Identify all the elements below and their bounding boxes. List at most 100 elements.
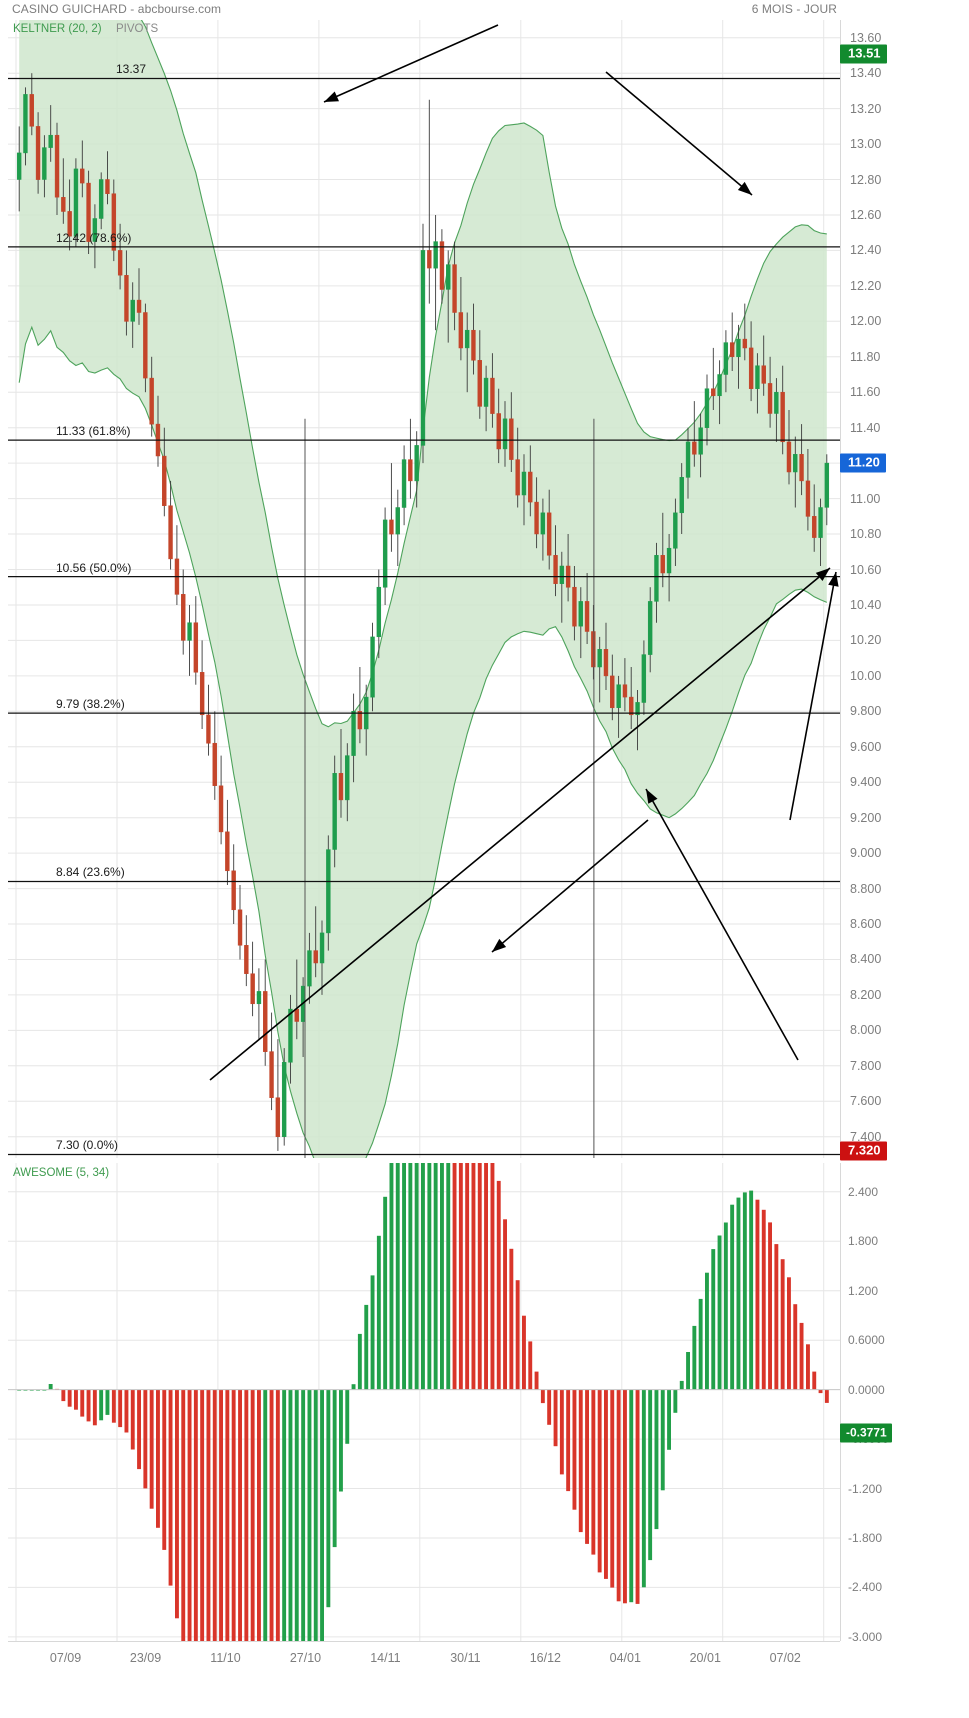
candle [408, 459, 413, 482]
candle [376, 586, 382, 638]
candle [345, 755, 350, 801]
ao-bar [111, 1389, 116, 1423]
ao-tick-label: 0.0000 [848, 1382, 885, 1397]
awesome-indicator-label[interactable]: AWESOME (5, 34) [13, 1167, 110, 1179]
price-chart-panel[interactable]: KELTNER (20, 2) PIVOTS 13.37 12.42 (78.6%… [8, 20, 840, 1158]
ao-bar [130, 1389, 135, 1450]
ao-bar [465, 1163, 470, 1390]
candle [256, 991, 262, 1005]
candle [181, 594, 186, 641]
candle [616, 684, 621, 708]
ao-bar [376, 1235, 381, 1390]
candle [35, 126, 41, 180]
price-tick-label: 9.400 [850, 775, 882, 790]
candle [149, 377, 154, 425]
pivots-indicator-label[interactable]: PIVOTS [116, 23, 159, 35]
candle [29, 94, 34, 127]
candle [92, 218, 98, 242]
candle [124, 275, 129, 322]
ao-bar [440, 1163, 444, 1390]
price-plot-area[interactable] [8, 20, 840, 1158]
current-price-badge: 11.20 [840, 453, 886, 473]
candle [61, 197, 66, 212]
candle [326, 849, 331, 934]
ao-bar [408, 1163, 413, 1390]
candle [509, 418, 514, 460]
price-tick-label: 10.00 [850, 668, 882, 683]
candle [382, 519, 388, 588]
candle [755, 365, 760, 389]
ao-plot-area[interactable] [8, 1163, 840, 1641]
date-tick-label: 30/11 [450, 1651, 481, 1665]
ao-bar [768, 1222, 772, 1390]
ao-bar [433, 1163, 438, 1390]
price-tick-label: 9.600 [850, 739, 882, 754]
candle [553, 555, 558, 584]
price-tick-label: 11.80 [850, 349, 881, 364]
ao-bar [231, 1389, 236, 1641]
price-tick-label: 11.60 [850, 385, 881, 400]
ao-bar [515, 1280, 520, 1390]
candle [528, 471, 533, 503]
ao-axis[interactable]: 2.4001.8001.2000.60000.0000-0.6000-1.200… [840, 1163, 969, 1644]
candle [275, 1097, 281, 1137]
candle [313, 950, 318, 964]
ao-bar [793, 1304, 798, 1390]
candle [401, 459, 407, 508]
candle [742, 338, 748, 349]
ao-bar [288, 1389, 293, 1641]
arrow-pullback [491, 819, 649, 953]
ao-bar [667, 1389, 671, 1450]
candle [597, 649, 602, 668]
date-tick-label: 07/02 [769, 1651, 801, 1665]
date-tick-label: 20/01 [689, 1651, 721, 1665]
ao-tick-label: -3.000 [848, 1629, 883, 1644]
candle [199, 672, 205, 716]
ao-bar [269, 1389, 274, 1641]
candle [812, 516, 817, 538]
candle [824, 462, 830, 508]
ao-bar [124, 1389, 129, 1433]
ao-bar [238, 1389, 242, 1641]
ao-bar [780, 1259, 785, 1390]
price-axis[interactable]: 13.60 13.40 13.20 13.00 12.80 12.60 12.40 12.20… [840, 20, 969, 1161]
ao-bar [490, 1163, 495, 1390]
ao-bar [578, 1389, 583, 1533]
date-axis[interactable]: 07/09 23/09 11/10 27/10 14/11 30/11 16/12 04/01… [8, 1641, 840, 1689]
ao-bar [679, 1380, 684, 1390]
candle [48, 134, 53, 148]
ao-bar [522, 1315, 526, 1390]
ao-tick-label: -2.400 [848, 1580, 883, 1595]
candle [692, 441, 697, 455]
candle [559, 565, 565, 584]
arrow-downtrend [605, 71, 753, 196]
arrow-feb-decline [645, 788, 799, 1061]
ao-tick-label: 1.800 [848, 1234, 879, 1249]
price-tick-label: 8.400 [850, 952, 882, 967]
candle [610, 675, 615, 709]
arrow-resistance-rejection [323, 24, 499, 103]
candlestick-series [16, 73, 830, 1151]
awesome-oscillator-panel[interactable]: AWESOME (5, 34) [8, 1163, 840, 1641]
keltner-indicator-label[interactable]: KELTNER (20, 2) [13, 23, 102, 35]
candle [452, 264, 457, 313]
candle [446, 264, 451, 290]
ao-bar [806, 1344, 810, 1390]
candle [225, 831, 230, 872]
ao-bar [572, 1389, 577, 1510]
ao-bar [212, 1389, 217, 1641]
candle [414, 445, 419, 482]
ao-bar [723, 1222, 728, 1390]
ao-bar [402, 1163, 406, 1390]
price-tick-label: 10.60 [850, 562, 882, 577]
ao-bar [534, 1371, 539, 1390]
candle [98, 179, 104, 219]
ao-bar [250, 1389, 255, 1641]
price-tick-label: 8.600 [850, 917, 882, 932]
candle [666, 547, 672, 574]
ao-bar [395, 1163, 400, 1390]
candle [635, 702, 640, 716]
candle [80, 168, 85, 184]
candle [294, 1008, 299, 1022]
ao-axis-divider [840, 1163, 841, 1641]
